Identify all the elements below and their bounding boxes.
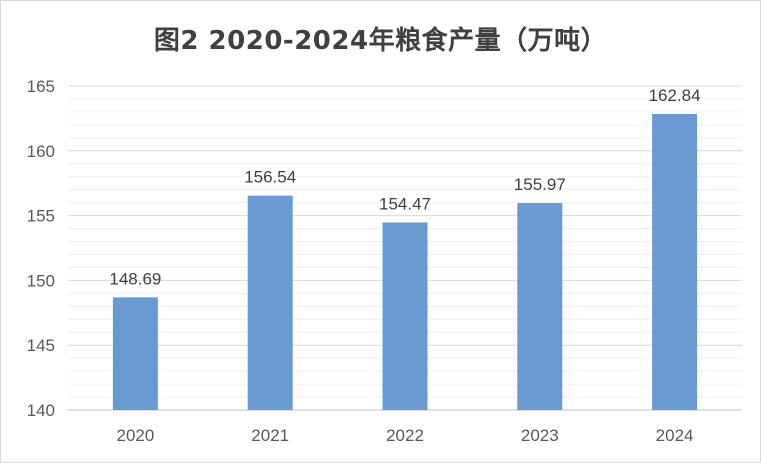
x-tick-label: 2022 — [386, 426, 424, 445]
x-axis-ticks: 2020 2021 2022 2023 2024 — [116, 426, 693, 445]
y-tick-label: 150 — [27, 271, 55, 290]
bars — [112, 113, 698, 411]
data-labels: 148.69 156.54 154.47 155.97 162.84 — [109, 86, 700, 288]
y-axis-ticks: 140 145 150 155 160 165 — [27, 77, 55, 420]
y-tick-label: 155 — [27, 207, 55, 226]
x-tick-label: 2023 — [521, 426, 559, 445]
y-tick-label: 140 — [27, 401, 55, 420]
bar — [382, 222, 428, 410]
bar — [652, 113, 698, 411]
data-label: 155.97 — [514, 175, 566, 194]
y-tick-label: 145 — [27, 336, 55, 355]
chart-title: 图2 2020-2024年粮食产量（万吨） — [153, 26, 608, 56]
bar — [247, 195, 293, 410]
y-tick-label: 165 — [27, 77, 55, 96]
x-tick-label: 2024 — [656, 426, 694, 445]
y-tick-label: 160 — [27, 142, 55, 161]
x-tick-label: 2021 — [251, 426, 289, 445]
x-tick-label: 2020 — [116, 426, 154, 445]
data-label: 148.69 — [109, 269, 161, 288]
data-label: 156.54 — [244, 168, 296, 187]
bar — [517, 203, 563, 410]
data-label: 154.47 — [379, 194, 431, 213]
bar — [112, 297, 158, 410]
data-label: 162.84 — [649, 86, 701, 105]
